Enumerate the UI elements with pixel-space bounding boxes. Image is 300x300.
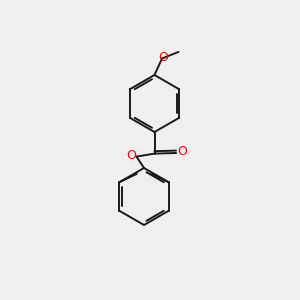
Text: O: O	[177, 145, 187, 158]
Text: O: O	[126, 148, 136, 162]
Text: O: O	[158, 51, 168, 64]
